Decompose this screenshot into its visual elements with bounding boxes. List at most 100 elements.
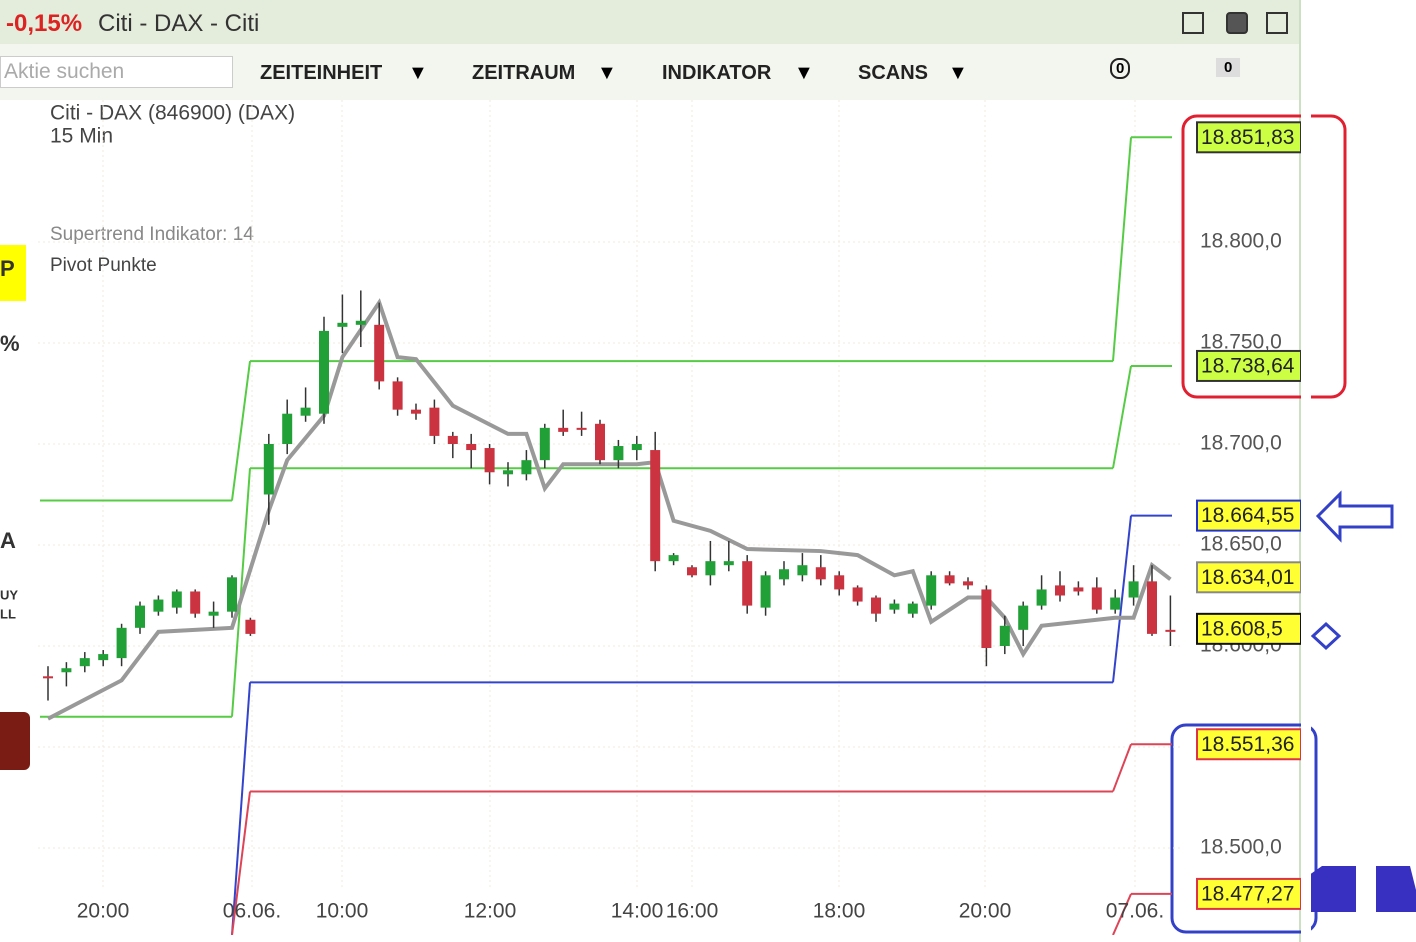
candle-body bbox=[521, 460, 532, 475]
candle-body bbox=[539, 427, 550, 461]
x-tick-label: 10:00 bbox=[316, 900, 369, 923]
toolbar: Aktie suchen ZEITEINHEIT ▼ ZEITRAUM ▼ INDI… bbox=[0, 44, 1300, 100]
interval: 15 Min bbox=[50, 125, 113, 148]
candle-body bbox=[595, 423, 605, 461]
menu[interactable]: ZEITEINHEIT bbox=[260, 62, 383, 84]
candle-body bbox=[668, 555, 679, 562]
button[interactable] bbox=[1182, 12, 1204, 34]
tool-label: LL bbox=[0, 606, 16, 621]
candle-body bbox=[447, 435, 458, 444]
candle-body bbox=[1165, 629, 1176, 632]
candle-body bbox=[1147, 581, 1157, 634]
cover bbox=[1301, 100, 1311, 935]
candle-body bbox=[981, 589, 992, 649]
x-tick-label: 20:00 bbox=[77, 900, 130, 923]
pivot-step bbox=[1112, 515, 1132, 683]
candle-body bbox=[631, 444, 642, 451]
x-tick-label: 12:00 bbox=[464, 900, 517, 923]
candle-body bbox=[43, 676, 53, 679]
instrument: Citi - DAX (846900) (DAX) bbox=[50, 102, 295, 125]
candle-body bbox=[944, 575, 955, 584]
menu[interactable]: SCANS bbox=[858, 62, 929, 84]
candle-body bbox=[208, 611, 219, 616]
pivot-step bbox=[231, 361, 251, 501]
badge: 0 bbox=[1110, 58, 1131, 79]
candle-body bbox=[1073, 587, 1084, 592]
price-label: 18.551,36 bbox=[1201, 733, 1294, 756]
x-tick-label: 07.06. bbox=[1106, 900, 1164, 923]
button[interactable] bbox=[1226, 12, 1248, 34]
candle-body bbox=[1018, 605, 1029, 630]
x-tick-label: 18:00 bbox=[813, 900, 866, 923]
close-button[interactable] bbox=[1266, 12, 1288, 34]
x-tick-label: 20:00 bbox=[959, 900, 1012, 923]
candle-body bbox=[1128, 581, 1139, 598]
candle-body bbox=[1110, 597, 1121, 610]
tool-label: P bbox=[0, 256, 15, 281]
candle-body bbox=[926, 575, 937, 606]
candle-body bbox=[650, 450, 661, 562]
search[interactable]: Aktie suchen bbox=[0, 56, 233, 88]
candle-body bbox=[319, 330, 329, 414]
price-label: 18.851,83 bbox=[1201, 126, 1294, 149]
price-label: 18.634,01 bbox=[1201, 566, 1294, 589]
menu[interactable]: INDIKATOR bbox=[662, 62, 772, 84]
candle-body bbox=[374, 324, 385, 382]
candle-body bbox=[871, 597, 881, 614]
candle-body bbox=[153, 599, 164, 612]
candle-body bbox=[797, 565, 808, 576]
candle-body bbox=[98, 654, 109, 661]
candle-body bbox=[723, 561, 734, 566]
candle-body bbox=[705, 561, 716, 576]
candle-body bbox=[135, 605, 145, 628]
candle-body bbox=[1091, 587, 1102, 610]
pivot-step bbox=[231, 791, 251, 935]
pivot-step bbox=[231, 682, 251, 935]
candle-body bbox=[282, 413, 293, 444]
pivot-step bbox=[1112, 743, 1132, 792]
x-tick-label: 06.06. bbox=[223, 900, 281, 923]
candle-body bbox=[687, 567, 697, 576]
candle-body bbox=[779, 569, 789, 580]
candle-body bbox=[466, 444, 477, 451]
candle-body bbox=[171, 591, 182, 608]
candle-body bbox=[907, 603, 918, 614]
change: -0,15% bbox=[6, 10, 83, 37]
y-tick-label: 18.650,0 bbox=[1200, 533, 1282, 556]
candle-body bbox=[1036, 589, 1047, 606]
candle-body bbox=[503, 470, 513, 475]
title-bar: -0,15% Citi - DAX - Citi bbox=[0, 0, 1300, 44]
badge: 0 bbox=[1216, 58, 1241, 77]
menu[interactable]: ZEITRAUM bbox=[472, 62, 576, 84]
y-tick-label: 18.750,0 bbox=[1200, 331, 1282, 354]
candle-body bbox=[392, 381, 403, 410]
price-box bbox=[1196, 561, 1302, 594]
y-tick-label: 18.700,0 bbox=[1200, 432, 1282, 455]
price-box bbox=[1196, 612, 1302, 645]
candle-body bbox=[760, 575, 771, 608]
candle-body bbox=[576, 427, 587, 430]
candle-body bbox=[889, 603, 900, 610]
supertrend-line bbox=[47, 298, 1172, 721]
plot bbox=[38, 100, 1180, 935]
candle-body bbox=[1055, 585, 1065, 596]
title: Citi - DAX - Citi bbox=[98, 10, 260, 37]
y-tick-label: 18.500,0 bbox=[1200, 836, 1282, 859]
candle-body bbox=[484, 448, 495, 473]
candle-body bbox=[227, 577, 237, 612]
candle-body bbox=[999, 625, 1010, 646]
pivot-step bbox=[1112, 893, 1132, 935]
pivot-step bbox=[1112, 137, 1132, 362]
candle-body bbox=[300, 407, 311, 416]
pivot-step bbox=[231, 468, 251, 717]
candle-body bbox=[429, 407, 440, 436]
price-box bbox=[1196, 877, 1302, 910]
candle-body bbox=[61, 668, 72, 673]
candle-body bbox=[116, 627, 127, 659]
candle-body bbox=[411, 409, 421, 414]
x-tick-label: 14:00 bbox=[611, 900, 664, 923]
candle-body bbox=[742, 561, 753, 606]
price-label: 18.738,64 bbox=[1201, 354, 1295, 377]
tool-label: A bbox=[0, 528, 16, 553]
candle-body bbox=[245, 619, 256, 634]
